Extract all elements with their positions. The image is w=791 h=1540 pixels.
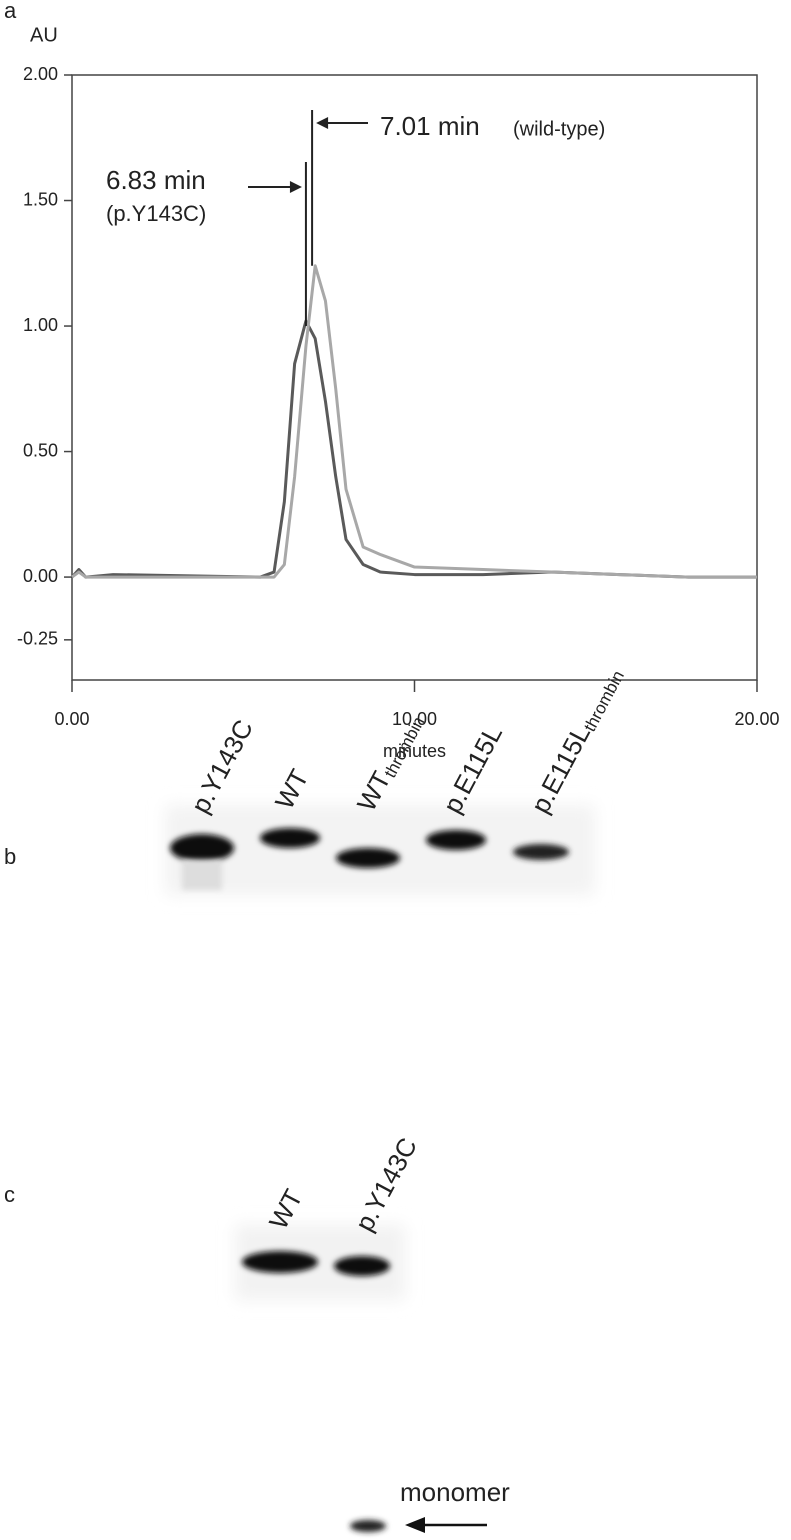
y-tick-label: 0.50 (23, 440, 58, 460)
gel-band (513, 844, 569, 860)
arrow-head (405, 1517, 425, 1533)
y-tick-label: 1.00 (23, 315, 58, 335)
arrow-head (289, 181, 302, 193)
gel-smear (182, 860, 222, 890)
lane-name: p.E115L (525, 720, 596, 818)
panel-label: c (4, 1182, 15, 1207)
chromatogram: a AU minutes 2.00 1.50 1.00 0.50 0.00 -0.25 0.00 1… (4, 0, 780, 761)
panel-label: b (4, 844, 16, 869)
arrow-label: monomer (400, 1477, 510, 1507)
x-tick-label: 20.00 (734, 709, 779, 729)
annotation-note: (p.Y143C) (106, 201, 206, 226)
data-line (70, 319, 757, 579)
y-tick-label: 2.00 (23, 64, 58, 84)
annotation-note: (wild-type) (513, 118, 605, 140)
panel-label: a (4, 0, 17, 23)
lane-name: p.E115L (437, 720, 508, 818)
annotation: 7.01 min (380, 111, 480, 141)
y-tick-label: 1.50 (23, 189, 58, 209)
arrow-head (316, 117, 329, 129)
annotation: 6.83 min (106, 165, 206, 195)
y-tick-label: 0.00 (23, 566, 58, 586)
gels: bp.Y143C WT WTthrombin p.E115L p.E115Lthromb… (4, 662, 629, 1533)
gel-band (350, 1520, 386, 1532)
x-axis-label: minutes (383, 741, 446, 761)
lane-label: WTthrombin (351, 708, 429, 817)
gel-band (334, 1256, 390, 1276)
x-tick-label: 10.00 (392, 709, 437, 729)
gel-band (260, 828, 320, 848)
lane-label: p.Y143C (185, 715, 259, 818)
y-tick-label: -0.25 (17, 629, 58, 649)
gel-band (242, 1251, 318, 1273)
lane-name: p.Y143C (185, 715, 259, 818)
gel-band (426, 830, 486, 850)
lane-label: p.E115Lthrombin (525, 662, 629, 819)
lane-label: p.E115L (437, 720, 508, 818)
lane-name: p.Y143C (349, 1133, 423, 1236)
lane-subscript: thrombin (581, 668, 629, 735)
gel-band (336, 848, 400, 868)
y-axis-label: AU (30, 24, 58, 46)
lane-label: p.Y143C (349, 1133, 423, 1236)
x-tick-label: 0.00 (54, 709, 89, 729)
data-line (71, 264, 757, 579)
gel-band (170, 834, 234, 862)
